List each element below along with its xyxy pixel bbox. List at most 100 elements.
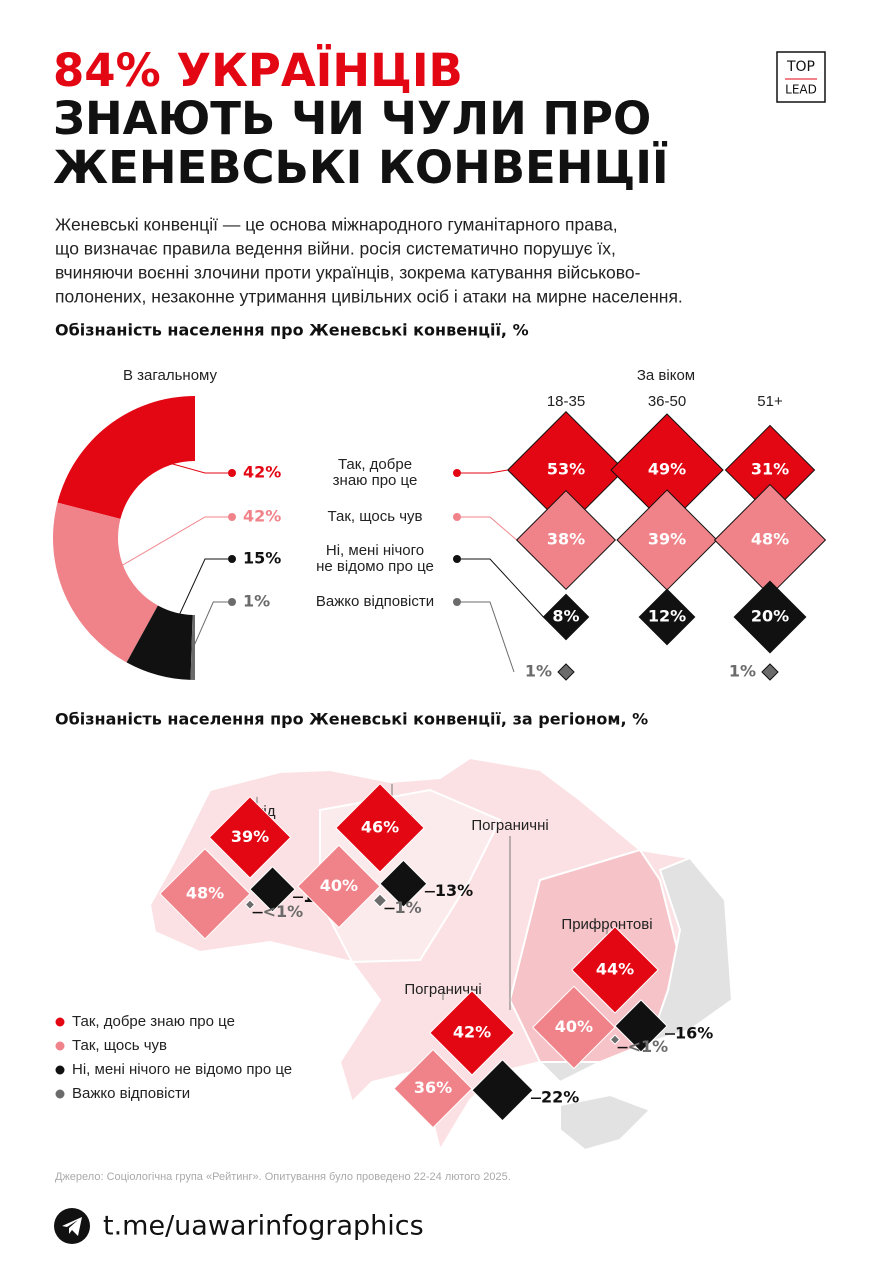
value-label: 40% (555, 1017, 593, 1036)
value-label: 36% (414, 1078, 452, 1097)
donut-segment (190, 614, 195, 680)
donut-segment (126, 605, 193, 680)
region-diamond (372, 893, 388, 908)
leader-line (461, 558, 544, 618)
age-title: За віком (637, 367, 695, 384)
value-label: 8% (552, 607, 579, 626)
legend-dot (453, 598, 461, 606)
leader-line (461, 516, 518, 541)
legend-dot (453, 513, 461, 521)
legend-dot (228, 598, 236, 606)
map-occupied (648, 856, 734, 1044)
value-label: 20% (751, 607, 789, 626)
value-label: 42% (243, 463, 281, 482)
region-diamond (297, 844, 381, 929)
legend-dot (228, 469, 236, 477)
legend-dot (228, 513, 236, 521)
legend-dot (453, 555, 461, 563)
value-label: 39% (648, 530, 686, 549)
region-diamond (614, 999, 668, 1053)
leader-line (127, 450, 228, 474)
region-diamond (532, 985, 616, 1070)
value-label: 48% (186, 883, 224, 902)
value-label: 48% (751, 530, 789, 549)
value-label: 12% (648, 607, 686, 626)
value-label: 40% (320, 876, 358, 895)
age-diamond (733, 580, 807, 654)
legend-dot (55, 1089, 65, 1099)
region-label: Пограничні (471, 817, 548, 834)
donut-subtitle: В загальному (123, 367, 218, 384)
title: ЖЕНЕВСЬКІ КОНВЕНЦІЇ (53, 141, 669, 194)
leader-line (461, 601, 515, 673)
value-label: 46% (361, 817, 399, 836)
value-label: 1% (243, 592, 270, 611)
value-label: 42% (453, 1022, 491, 1041)
title-highlight: 84% УКРАЇНЦІВ (53, 44, 463, 97)
value-label: 1% (525, 662, 552, 681)
leader-line (461, 469, 508, 474)
value-label: 15% (243, 549, 281, 568)
intro-line: Женевські конвенції — це основа міжнарод… (55, 215, 618, 235)
value-label: 49% (648, 460, 686, 479)
logo-text: LEAD (785, 83, 817, 97)
section-title: Обізнаність населення про Женевські конв… (55, 710, 648, 729)
donut-segment (57, 396, 196, 519)
region-diamond (429, 990, 515, 1076)
region-diamond (571, 926, 659, 1014)
value-label: <1% (263, 902, 304, 921)
leader-line (192, 601, 228, 648)
legend-label: Так, щось чув (72, 1037, 167, 1054)
region-diamond (244, 899, 256, 910)
region-diamond (208, 796, 292, 879)
legend-label: Важко відповісти (72, 1085, 190, 1102)
age-diamond (557, 663, 575, 681)
category-label: Так, добре (338, 456, 412, 473)
region-diamond (249, 866, 296, 913)
legend-dot (55, 1041, 65, 1051)
age-label: 51+ (757, 393, 783, 410)
region-diamond (159, 848, 251, 940)
region-diamond (335, 783, 425, 873)
region-diamond (393, 1048, 473, 1129)
value-label: 16% (675, 1024, 713, 1043)
region-diamond (609, 1034, 621, 1045)
title: ЗНАЮТЬ ЧИ ЧУЛИ ПРО (53, 92, 651, 145)
region-label: Пограничні (404, 981, 481, 998)
footer-link[interactable]: t.me/uawarinfographics (103, 1211, 424, 1242)
age-diamond (542, 593, 590, 641)
value-label: 1% (729, 662, 756, 681)
intro-line: вчиняючи воєнні злочини проти українців,… (55, 263, 641, 283)
age-label: 18-35 (547, 393, 585, 410)
value-label: 1% (395, 898, 422, 917)
legend-label: Ні, мені нічого не відомо про це (72, 1061, 292, 1078)
legend-label: Так, добре знаю про це (72, 1013, 235, 1030)
logo-box (776, 51, 826, 103)
donut-segment (52, 502, 158, 663)
value-label: <1% (628, 1037, 669, 1056)
value-label: 38% (547, 530, 585, 549)
value-label: 31% (751, 460, 789, 479)
category-label: знаю про це (333, 472, 418, 489)
intro-line: полонених, незаконне утримання цивільних… (55, 287, 683, 307)
category-label: не відомо про це (316, 558, 434, 575)
leader-line (165, 558, 228, 644)
region-label: Прифронтові (561, 916, 652, 933)
legend-dot (453, 469, 461, 477)
age-diamond (515, 489, 617, 591)
age-label: 36-50 (648, 393, 686, 410)
intro-line: що визначає правила ведення війни. росія… (55, 239, 616, 259)
telegram-plane (62, 1217, 82, 1236)
legend-dot (55, 1065, 65, 1075)
legend-dot (228, 555, 236, 563)
legend-dot (55, 1017, 65, 1027)
value-label: 53% (547, 460, 585, 479)
age-diamond (638, 588, 696, 646)
age-diamond (761, 663, 779, 681)
category-label: Ні, мені нічого (326, 542, 424, 559)
region-diamond (379, 859, 428, 908)
logo-text: TOP (786, 59, 815, 75)
category-label: Так, щось чув (327, 508, 422, 525)
value-label: 44% (596, 959, 634, 978)
